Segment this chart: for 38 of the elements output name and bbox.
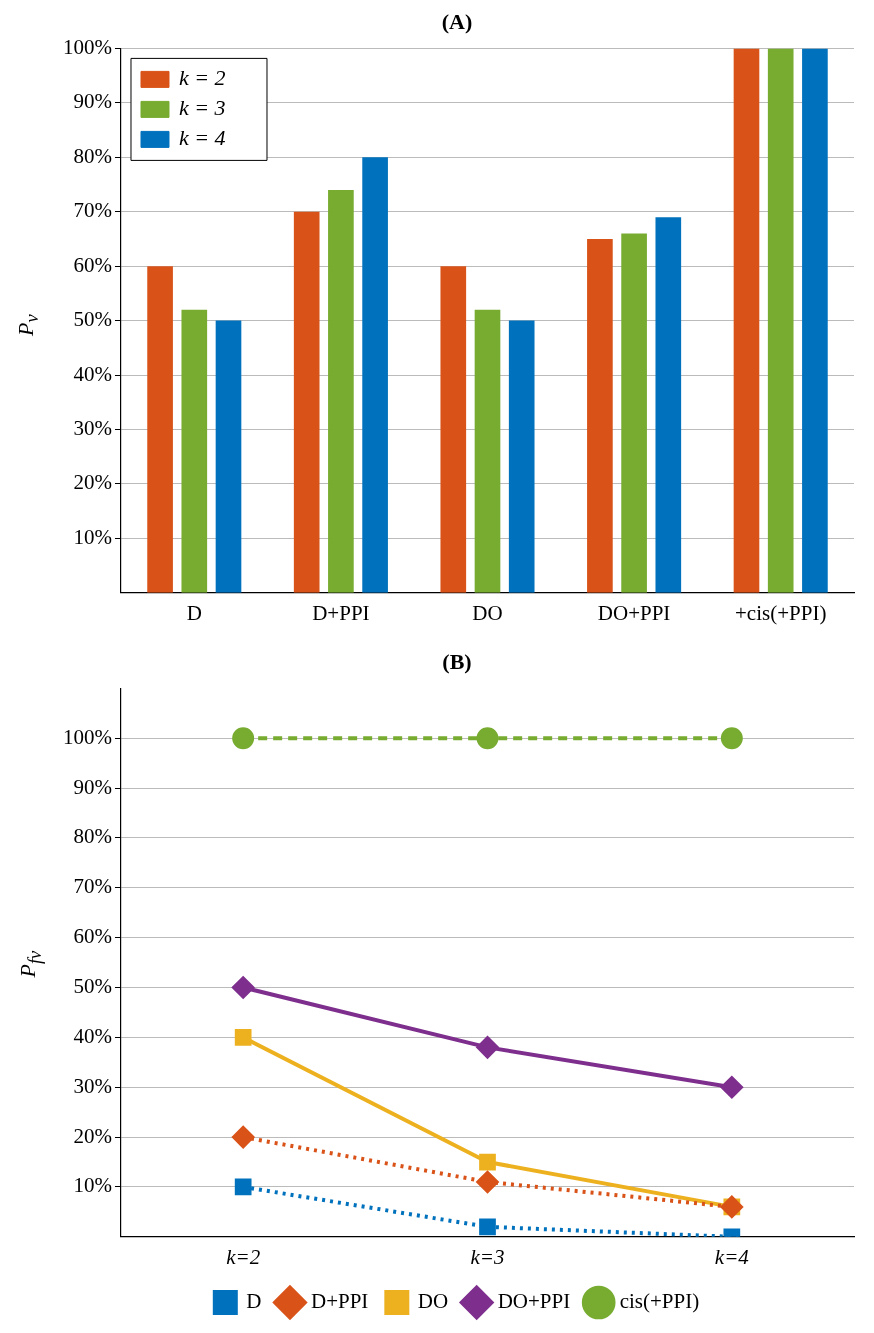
x-tick-label: DO+PPI (597, 600, 671, 625)
y-tick-label: 70% (73, 874, 112, 899)
y-tick-label: 60% (73, 924, 112, 949)
x-tick-label: k=4 (714, 1244, 750, 1269)
x-tick-label: D (186, 600, 202, 625)
legend-label: DO (417, 1289, 449, 1314)
chart-title: (B) (442, 648, 472, 674)
y-tick-label: 80% (73, 824, 112, 849)
y-tick-label: 90% (73, 774, 112, 799)
y-tick-label: 30% (73, 416, 112, 440)
x-tick-label: k=3 (470, 1244, 505, 1269)
y-tick-label: 60% (73, 252, 112, 277)
legend-label: cis(+PPI) (619, 1289, 700, 1314)
legend-label: k = 2 (178, 65, 226, 91)
legend-label: k = 4 (178, 125, 226, 151)
y-tick-label: 40% (73, 1023, 112, 1048)
chart-title: (A) (441, 8, 473, 34)
y-tick-label: 30% (73, 1073, 112, 1098)
y-tick-label: 50% (73, 307, 112, 332)
y-tick-label: 20% (73, 470, 112, 495)
y-tick-label: 20% (73, 1123, 112, 1148)
y-tick-label: 70% (73, 198, 112, 223)
legend-label: D (246, 1289, 262, 1314)
y-tick-label: 50% (73, 974, 112, 999)
legend-label: D+PPI (310, 1289, 369, 1314)
y-tick-label: 10% (73, 1173, 112, 1198)
x-tick-label: D+PPI (312, 600, 370, 625)
x-tick-label: +cis(+PPI) (735, 600, 827, 625)
y-tick-label: 100% (62, 34, 112, 59)
y-tick-label: 10% (73, 524, 112, 549)
x-tick-label: k=2 (226, 1244, 261, 1269)
legend-label: k = 3 (178, 95, 226, 121)
y-tick-label: 80% (73, 143, 112, 168)
x-tick-label: DO (472, 600, 503, 625)
y-tick-label: 90% (73, 89, 112, 114)
y-tick-label: 100% (62, 724, 112, 749)
y-tick-label: 40% (73, 361, 112, 386)
legend-label: DO+PPI (497, 1289, 571, 1314)
